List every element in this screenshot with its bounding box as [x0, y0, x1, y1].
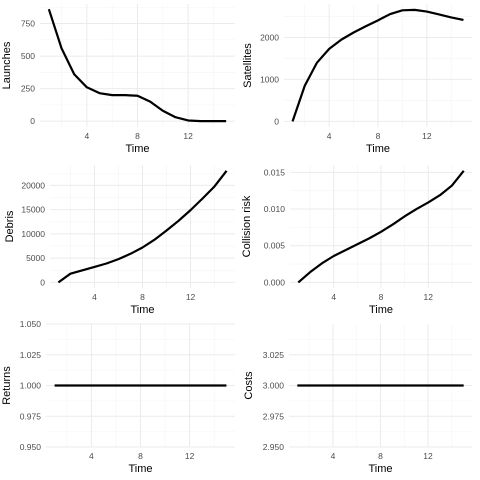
panel-2: 4 8 12 0 1000 2000 Time Satellites: [242, 4, 472, 155]
x-tick-label: 8: [138, 451, 143, 461]
x-tick-label: 4: [89, 451, 94, 461]
x-tick-label: 4: [331, 451, 336, 461]
x-axis-label: Time: [125, 143, 149, 155]
x-tick-label: 12: [185, 451, 195, 461]
y-tick-label: 0.015: [264, 167, 286, 177]
x-tick-label: 12: [422, 131, 432, 141]
y-axis-label: Satellites: [242, 43, 254, 88]
y-tick-label: 0.005: [264, 241, 286, 251]
panel-4: 4 8 12 0.000 0.005 0.010 0.015 Time Collision ri…: [241, 165, 472, 316]
x-tick-label: 12: [186, 292, 196, 302]
x-axis-label: Time: [130, 304, 154, 316]
y-tick-label: 1000: [260, 74, 279, 84]
x-tick-label: 12: [183, 131, 193, 141]
y-tick-label: 250: [21, 84, 35, 94]
y-tick-label: 0.975: [20, 411, 42, 421]
y-tick-label: 2.975: [263, 411, 285, 421]
x-axis-label: Time: [369, 304, 393, 316]
x-tick-label: 12: [423, 451, 433, 461]
y-axis-label: Costs: [243, 371, 255, 400]
x-axis-label: Time: [368, 463, 392, 475]
x-tick-label: 4: [92, 292, 97, 302]
series-line: [297, 170, 465, 284]
panel-3: 4 8 12 0 5000 10000 15000 20000 Time Debris: [4, 165, 235, 316]
series-line: [47, 8, 227, 123]
x-tick-label: 12: [424, 292, 434, 302]
y-axis-label: Collision risk: [241, 195, 253, 257]
y-axis-label: Returns: [1, 366, 13, 405]
y-tick-label: 0.010: [264, 204, 286, 214]
y-tick-label: 1.000: [20, 381, 42, 391]
x-axis-label: Time: [128, 463, 152, 475]
x-tick-label: 4: [84, 131, 89, 141]
y-tick-label: 0: [274, 116, 279, 126]
y-tick-label: 0.950: [20, 442, 42, 452]
y-tick-label: 15000: [21, 205, 45, 215]
x-tick-label: 4: [327, 131, 332, 141]
y-tick-label: 0: [30, 116, 35, 126]
y-tick-label: 1.025: [20, 350, 42, 360]
y-tick-label: 0.000: [264, 277, 286, 287]
y-tick-label: 1.050: [20, 319, 42, 329]
panel-6: 4 8 12 2.950 2.975 3.000 3.025 Time Costs: [243, 324, 472, 475]
panel-1: 4 8 12 0 250 500 750 Time Launches: [1, 4, 235, 155]
y-tick-label: 750: [21, 19, 35, 29]
y-tick-label: 2.950: [263, 442, 285, 452]
x-tick-label: 8: [378, 451, 383, 461]
panel-5: 4 8 12 0.950 0.975 1.000 1.025 1.050 Time Returns: [1, 319, 235, 475]
y-axis-label: Debris: [4, 210, 16, 242]
y-axis-label: Launches: [1, 41, 13, 89]
x-tick-label: 8: [379, 292, 384, 302]
x-tick-label: 8: [140, 292, 145, 302]
x-axis-label: Time: [366, 143, 390, 155]
series-line: [291, 8, 464, 122]
y-tick-label: 10000: [21, 229, 45, 239]
y-tick-label: 2000: [260, 33, 279, 43]
x-tick-label: 8: [376, 131, 381, 141]
x-tick-label: 4: [331, 292, 336, 302]
y-tick-label: 3.000: [263, 381, 285, 391]
y-tick-label: 5000: [26, 253, 45, 263]
x-tick-label: 8: [135, 131, 140, 141]
y-tick-label: 0: [40, 277, 45, 287]
y-tick-label: 20000: [21, 180, 45, 190]
y-tick-label: 3.025: [263, 350, 285, 360]
series-line: [57, 170, 228, 284]
y-tick-label: 500: [21, 51, 35, 61]
